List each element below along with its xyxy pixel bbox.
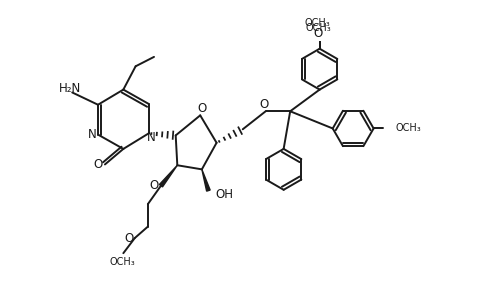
Text: O: O (124, 231, 133, 245)
Text: H₂N: H₂N (59, 82, 81, 95)
Polygon shape (202, 169, 210, 191)
Text: O: O (260, 98, 269, 111)
Text: O: O (93, 158, 103, 171)
Text: OH: OH (215, 188, 233, 201)
Text: OCH₃: OCH₃ (110, 257, 135, 267)
Text: O: O (149, 179, 159, 192)
Text: OCH₃: OCH₃ (396, 123, 422, 134)
Text: O: O (197, 102, 207, 115)
Text: OCH₃: OCH₃ (305, 17, 330, 28)
Text: O: O (313, 27, 322, 40)
Text: N: N (147, 131, 156, 144)
Polygon shape (159, 165, 178, 187)
Text: OCH₃: OCH₃ (306, 23, 331, 33)
Text: N: N (88, 128, 97, 141)
